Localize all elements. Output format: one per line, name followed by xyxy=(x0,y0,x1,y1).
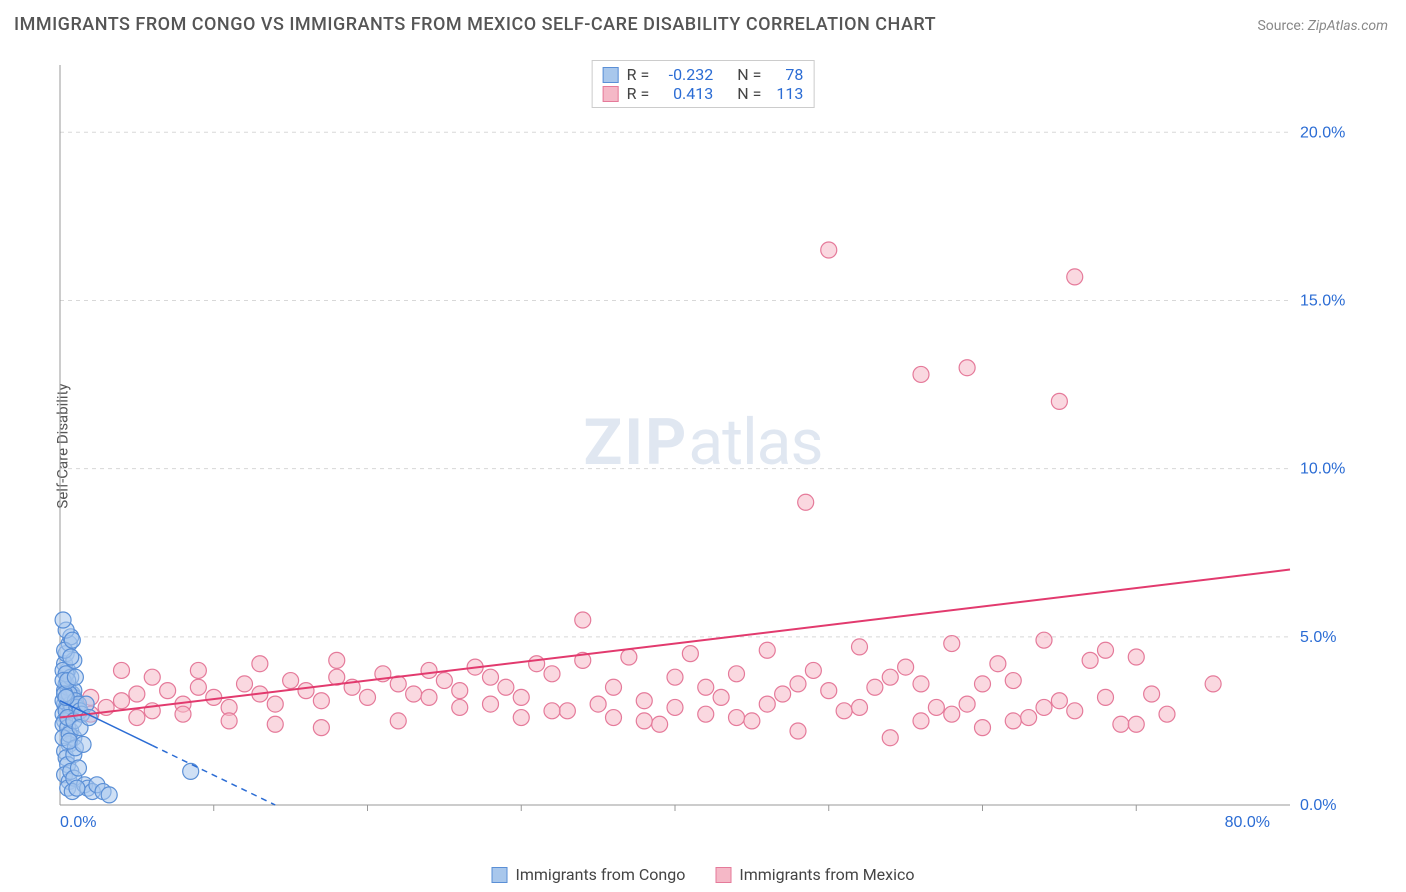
swatch-series1 xyxy=(603,67,619,83)
swatch-series2 xyxy=(603,86,619,102)
stats-row-mexico: R = 0.413 N = 113 xyxy=(603,84,804,103)
bottom-legend: Immigrants from Congo Immigrants from Me… xyxy=(492,865,915,884)
stat-n-series2: 113 xyxy=(769,84,803,103)
svg-text:15.0%: 15.0% xyxy=(1300,292,1345,309)
chart-svg: 0.0% 5.0% 10.0% 15.0% 20.0% 0.0% 80.0% xyxy=(50,55,1350,835)
source-attribution: Source: ZipAtlas.com xyxy=(1257,18,1388,34)
stat-r-label: R = xyxy=(627,84,650,103)
svg-text:0.0%: 0.0% xyxy=(1300,797,1336,814)
legend-label-series2: Immigrants from Mexico xyxy=(739,865,914,884)
stat-r-series2: 0.413 xyxy=(657,84,713,103)
source-label: Source: xyxy=(1257,18,1304,34)
stat-n-label: N = xyxy=(737,65,761,84)
svg-text:5.0%: 5.0% xyxy=(1300,629,1336,646)
swatch-series2 xyxy=(715,867,731,883)
legend-item-mexico: Immigrants from Mexico xyxy=(715,865,914,884)
legend-label-series1: Immigrants from Congo xyxy=(516,865,686,884)
svg-text:80.0%: 80.0% xyxy=(1225,814,1270,831)
swatch-series1 xyxy=(492,867,508,883)
stat-n-label: N = xyxy=(737,84,761,103)
stats-row-congo: R = -0.232 N = 78 xyxy=(603,65,804,84)
legend-item-congo: Immigrants from Congo xyxy=(492,865,686,884)
stats-legend-box: R = -0.232 N = 78 R = 0.413 N = 113 xyxy=(592,60,815,108)
svg-text:0.0%: 0.0% xyxy=(60,814,96,831)
stat-n-series1: 78 xyxy=(769,65,803,84)
source-value: ZipAtlas.com xyxy=(1308,18,1388,34)
scatter-plot: 0.0% 5.0% 10.0% 15.0% 20.0% 0.0% 80.0% xyxy=(50,55,1350,835)
chart-title: IMMIGRANTS FROM CONGO VS IMMIGRANTS FROM… xyxy=(14,14,936,35)
stat-r-series1: -0.232 xyxy=(657,65,713,84)
svg-text:10.0%: 10.0% xyxy=(1300,461,1345,478)
stat-r-label: R = xyxy=(627,65,650,84)
svg-text:20.0%: 20.0% xyxy=(1300,124,1345,141)
